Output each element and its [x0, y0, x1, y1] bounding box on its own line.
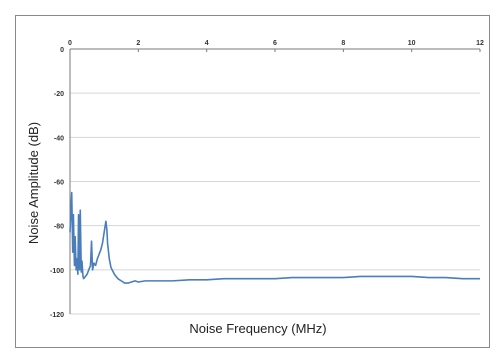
x-tick-label: 6 [273, 40, 277, 47]
x-tick-label: 12 [476, 40, 484, 47]
x-tick-label: 10 [408, 40, 416, 47]
x-tick-label: 2 [136, 40, 140, 47]
series-layer [69, 191, 480, 284]
y-tick-label: -80 [54, 224, 64, 231]
y-tick-label: -60 [54, 180, 64, 187]
x-tick-label: 4 [205, 40, 209, 47]
x-tick-label: 8 [341, 40, 345, 47]
y-axis-label: Noise Amplitude (dB) [26, 122, 41, 244]
y-tick-label: -20 [54, 91, 64, 98]
x-tick-label: 0 [68, 40, 72, 47]
y-tick-label: -40 [54, 135, 64, 142]
axes: 0 -20 -40 -60 -80 -100 -120 0 2 4 6 8 10 12 [50, 40, 484, 319]
y-tick-label: 0 [60, 47, 64, 54]
x-axis-label: Noise Frequency (MHz) [189, 321, 326, 336]
series-line-0 [69, 191, 480, 284]
y-tick-label: -120 [50, 312, 64, 319]
y-tick-label: -100 [50, 268, 64, 275]
